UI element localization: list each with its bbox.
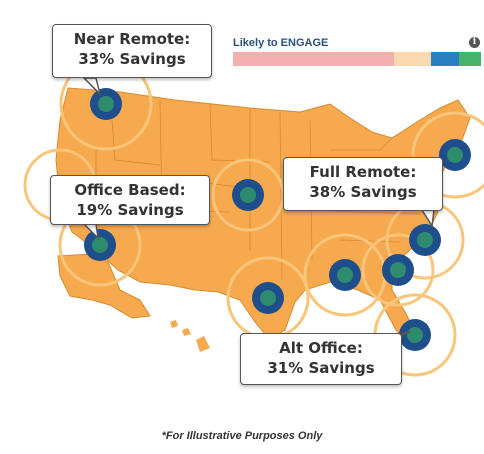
legend-segment	[394, 52, 432, 66]
legend-segment	[233, 52, 395, 66]
callout-savings: 19% Savings	[76, 201, 184, 219]
callout-near-remote: Near Remote: 33% Savings	[52, 24, 212, 78]
callout-savings: 33% Savings	[78, 50, 186, 68]
callout-full-remote: Full Remote: 38% Savings	[283, 157, 443, 211]
callout-savings: 31% Savings	[267, 359, 375, 377]
callout-label: Near Remote:	[73, 30, 191, 48]
legend-bar	[233, 52, 481, 66]
hawaii	[170, 320, 210, 352]
legend-segment	[458, 52, 481, 66]
legend-title: Likely to ENGAGE	[233, 37, 329, 49]
callout-label: Alt Office:	[279, 339, 363, 357]
office-markers	[84, 88, 471, 351]
callout-alt-office: Alt Office: 31% Savings	[240, 333, 402, 385]
footnote: *For Illustrative Purposes Only	[161, 430, 323, 442]
info-icon[interactable]: i	[469, 37, 480, 48]
callout-label: Office Based:	[74, 181, 186, 199]
callout-savings: 38% Savings	[309, 183, 417, 201]
callout-office-based: Office Based: 19% Savings	[50, 175, 210, 225]
legend-segment	[431, 52, 459, 66]
callout-label: Full Remote:	[309, 163, 417, 181]
callout-pointers	[82, 77, 435, 337]
